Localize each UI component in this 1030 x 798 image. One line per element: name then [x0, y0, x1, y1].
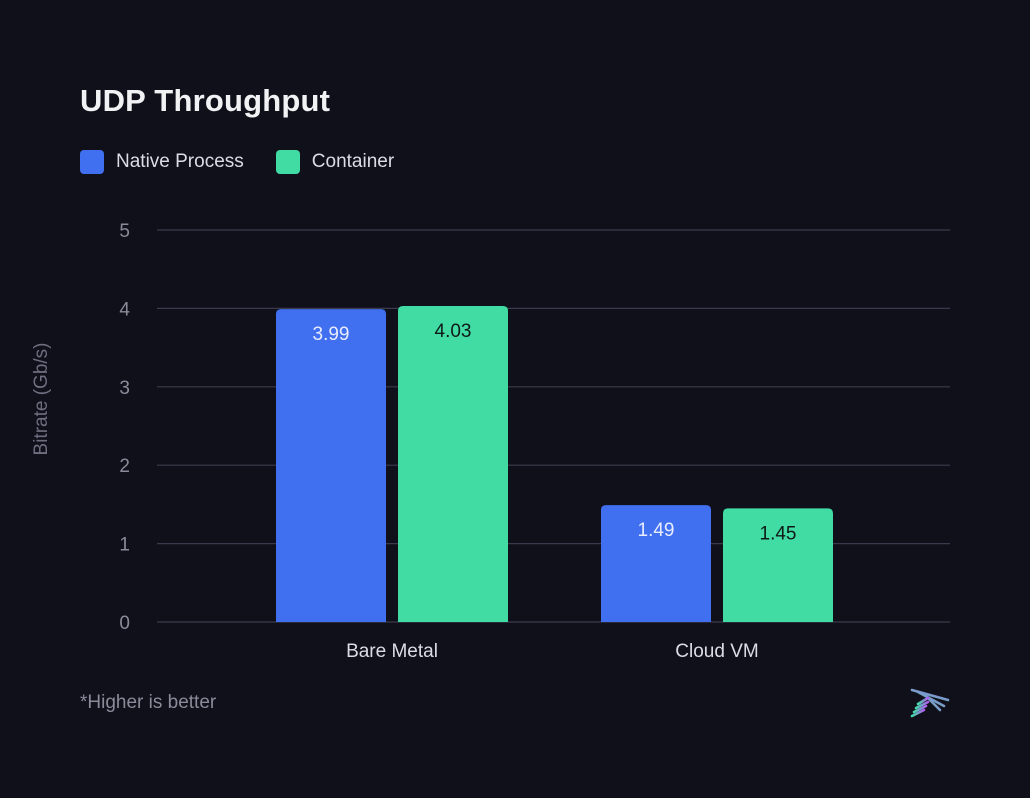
x-tick-label: Cloud VM: [675, 641, 758, 662]
legend-item-container: Container: [275, 150, 395, 174]
x-tick-label: Bare Metal: [346, 641, 438, 662]
bar-native-process-cloud-vm: [601, 505, 711, 622]
y-axis-label: Bitrate (Gb/s): [31, 343, 52, 456]
legend-item-native-process: Native Process: [80, 150, 244, 174]
legend: Native Process Container: [80, 150, 426, 174]
brand-logo-icon: [910, 688, 950, 718]
y-tick-label: 4: [119, 299, 130, 320]
bar-native-process-bare-metal: [276, 309, 386, 622]
bar-container-bare-metal: [398, 306, 508, 622]
data-label: 1.49: [638, 520, 675, 541]
data-label: 4.03: [435, 321, 472, 342]
y-tick-label: 1: [119, 535, 130, 556]
legend-label-container: Container: [311, 151, 395, 172]
legend-label-native-process: Native Process: [116, 151, 244, 172]
y-tick-label: 5: [119, 221, 130, 242]
data-label: 1.45: [760, 523, 797, 544]
bar-container-cloud-vm: [723, 508, 833, 622]
y-tick-label: 3: [119, 378, 130, 399]
legend-swatch-container: [275, 150, 300, 174]
data-label: 3.99: [313, 324, 350, 345]
y-tick-label: 0: [119, 613, 130, 634]
chart-title: UDP Throughput: [80, 83, 331, 118]
footnote: *Higher is better: [80, 692, 217, 713]
legend-swatch-native-process: [80, 150, 104, 174]
y-tick-label: 2: [119, 456, 130, 477]
